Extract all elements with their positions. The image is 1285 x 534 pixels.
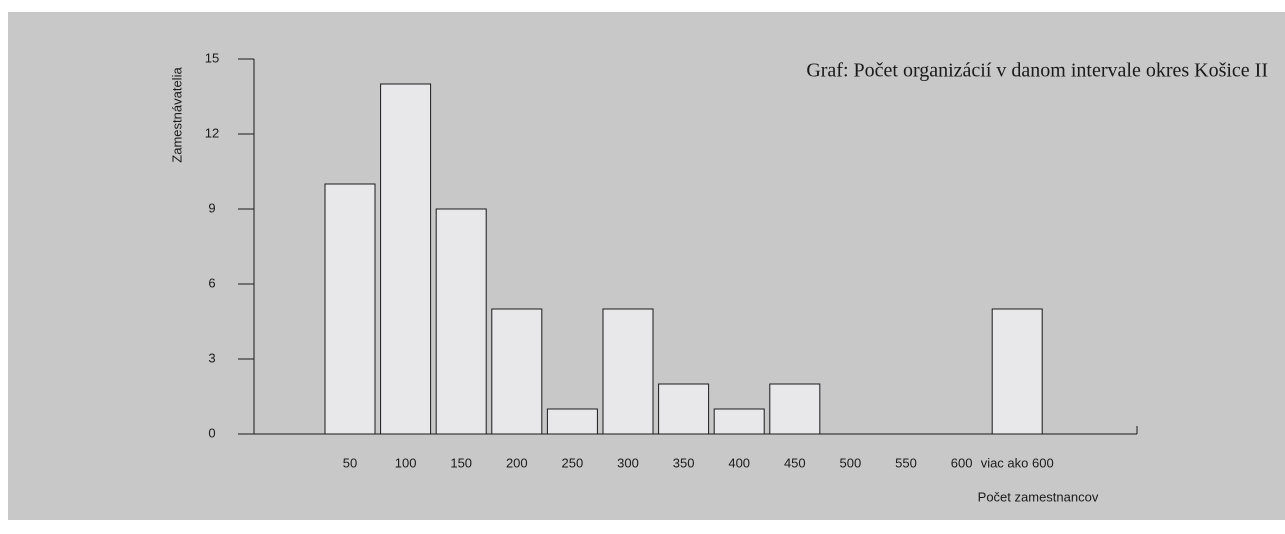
bar [435, 208, 487, 435]
x-tick-label: 250 [562, 455, 584, 470]
y-tick-label: 0 [208, 425, 215, 440]
bar [991, 308, 1043, 435]
x-tick-label: 50 [343, 455, 357, 470]
bar [324, 183, 376, 435]
bar [380, 83, 432, 435]
x-tick-label: 300 [617, 455, 639, 470]
y-tick-label: 12 [205, 125, 219, 140]
x-tick-label: 600 [951, 455, 973, 470]
chart-title: Graf: Počet organizácií v danom interval… [806, 60, 1268, 82]
bar [602, 308, 654, 435]
y-tick-label: 3 [208, 350, 215, 365]
x-tick-label: 150 [450, 455, 472, 470]
x-tick-label: 500 [840, 455, 862, 470]
bar [546, 408, 598, 435]
x-tick-label: 400 [728, 455, 750, 470]
x-tick-label: 100 [395, 455, 417, 470]
x-tick-label: 200 [506, 455, 528, 470]
x-tick-label: 450 [784, 455, 806, 470]
bar [658, 383, 710, 435]
panel [8, 12, 1285, 520]
y-tick-label: 9 [208, 200, 215, 215]
bar [491, 308, 543, 435]
x-tick-label: 550 [895, 455, 917, 470]
y-tick-label: 6 [208, 275, 215, 290]
y-tick-label: 15 [205, 50, 219, 65]
y-axis-label: Zamestnávatelia [169, 67, 184, 163]
bar [769, 383, 821, 435]
bar [713, 408, 765, 435]
x-tick-label: viac ako 600 [981, 455, 1054, 470]
x-tick-label: 350 [673, 455, 695, 470]
x-axis-label: Počet zamestnancov [978, 489, 1099, 504]
